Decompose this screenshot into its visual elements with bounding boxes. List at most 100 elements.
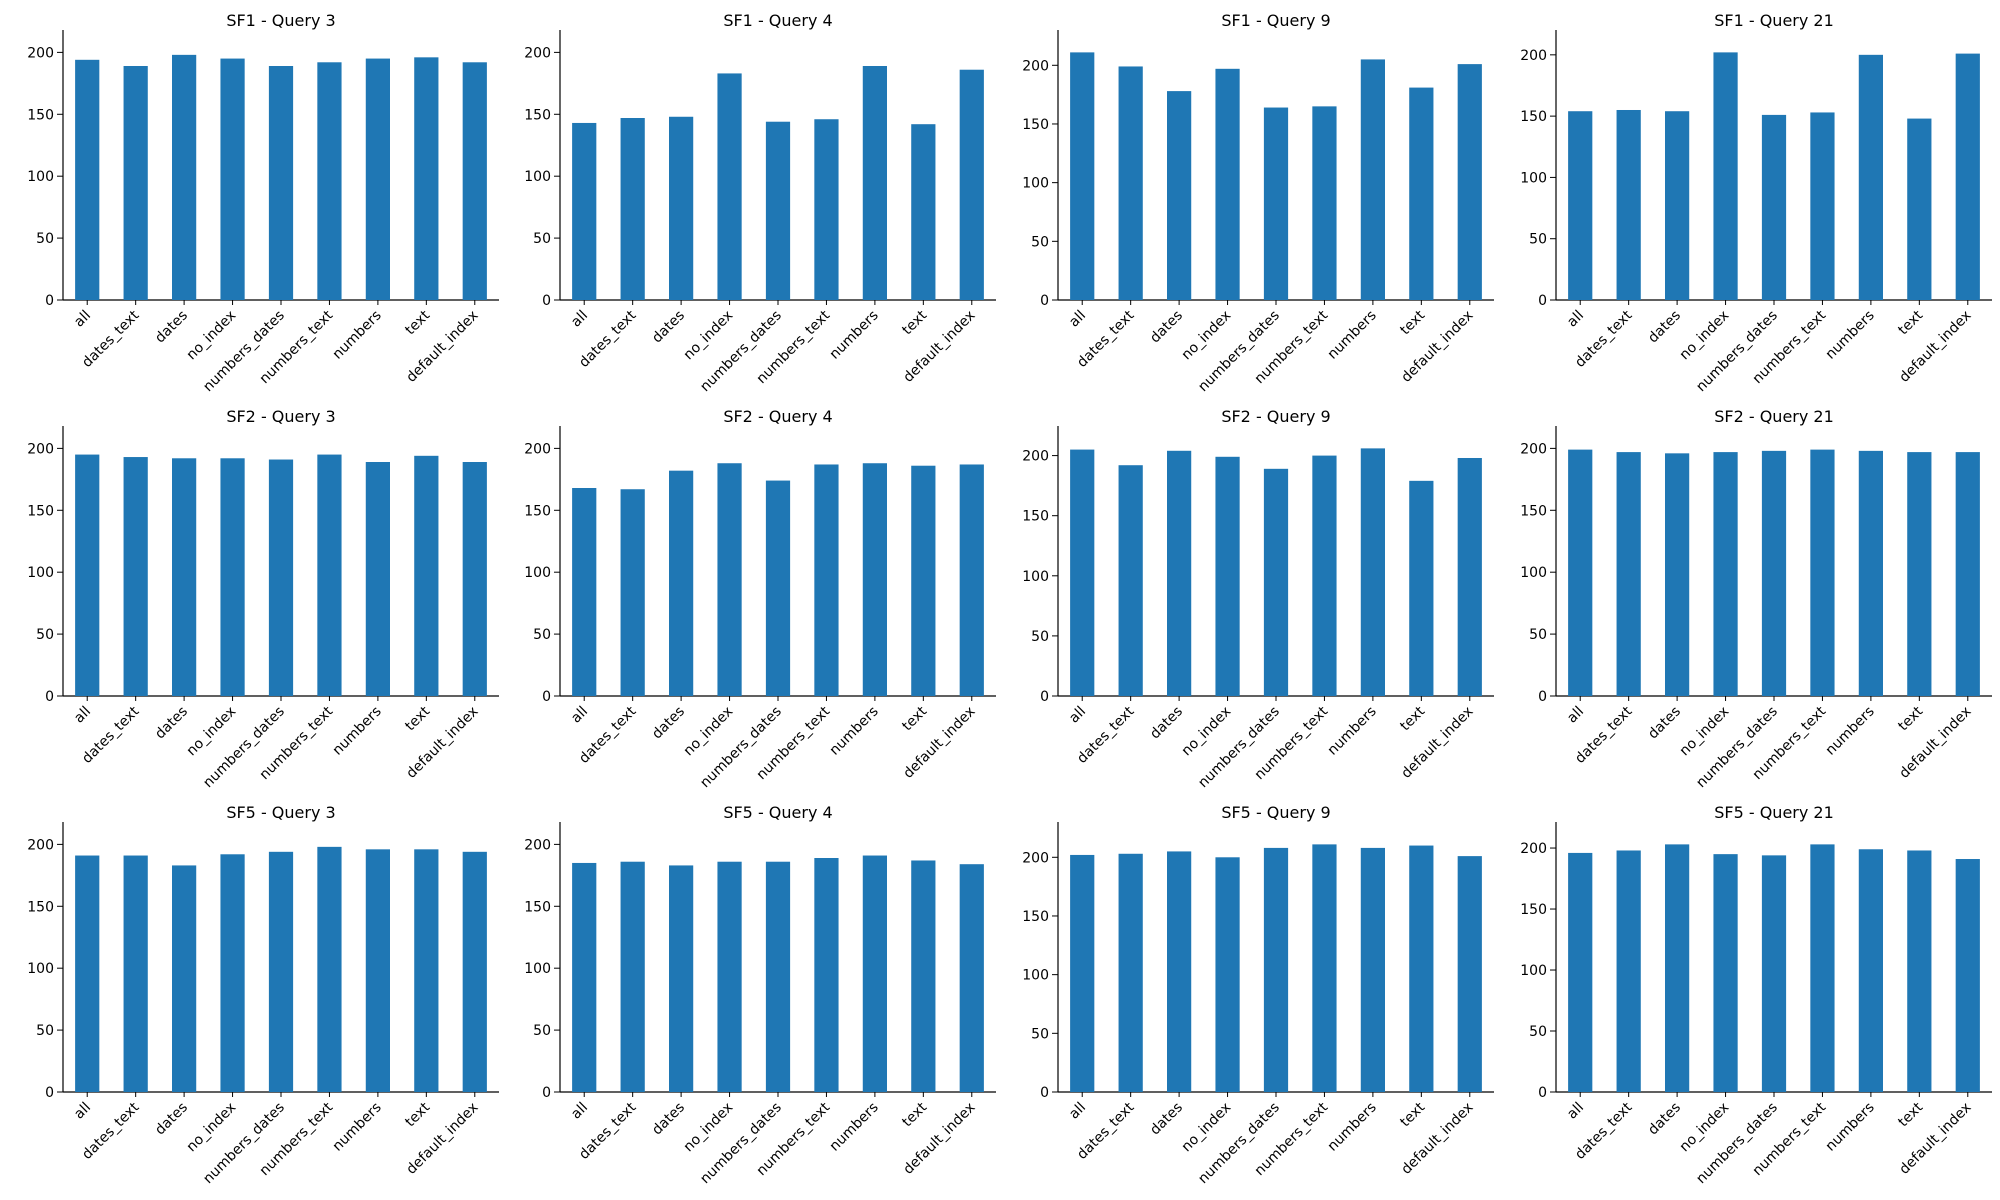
bar-all [572,488,597,696]
y-tick-label: 0 [1538,689,1547,705]
bar-dates [1665,453,1690,696]
x-tick-label: numbers [827,704,882,759]
bar-numbers_dates [1761,114,1787,300]
x-tick-label: all [71,704,94,727]
bar-default_index [462,462,487,696]
bar-numbers [365,58,390,301]
y-tick-label: 0 [1040,689,1049,705]
y-tick-label: 50 [36,1023,54,1039]
y-tick-label: 200 [1520,48,1547,64]
bar-dates [172,54,197,300]
x-tick-label: numbers_dates [1195,704,1283,792]
bar-text [1907,452,1932,696]
x-tick-label: numbers_dates [1195,308,1283,396]
bar-numbers_text [1810,844,1835,1092]
y-tick-label: 200 [1520,841,1547,857]
y-tick-label: 50 [1031,1026,1049,1042]
x-tick-label: numbers_dates [200,704,288,792]
y-tick-label: 150 [1520,503,1547,519]
bar-all [1568,449,1593,696]
y-tick-label: 100 [524,169,551,185]
y-tick-label: 150 [524,899,551,915]
y-tick-label: 200 [27,441,54,457]
y-tick-label: 200 [27,837,54,853]
x-tick-label: text [1397,307,1428,338]
y-tick-label: 50 [1031,629,1049,645]
bar-dates [1665,844,1690,1092]
bar-dates_text [620,489,645,696]
bar-numbers_text [317,62,342,301]
bar-dates_text [1616,452,1641,696]
bar-numbers [1858,849,1883,1092]
bar-numbers_text [1810,449,1835,696]
x-tick-label: text [402,307,433,338]
x-tick-label: numbers_dates [1693,704,1781,792]
bar-numbers_text [317,454,342,696]
subplot-title: SF2 - Query 21 [1714,407,1834,426]
bar-no_index [717,73,742,300]
bar-numbers_text [1312,455,1337,696]
subplot-title: SF5 - Query 3 [226,803,335,822]
bar-numbers [862,855,887,1092]
bar-text [911,860,936,1092]
x-tick-label: text [1895,307,1926,338]
x-tick-label: numbers_dates [697,1100,785,1188]
bar-text [1409,480,1434,696]
x-tick-label: dates [152,704,191,743]
x-tick-label: numbers_dates [200,1100,288,1188]
x-tick-label: numbers [330,308,385,363]
y-tick-label: 0 [1040,293,1049,309]
bar-dates_text [620,861,645,1092]
x-tick-label: all [1066,1100,1089,1123]
x-tick-label: all [568,308,591,331]
x-tick-label: text [899,1099,930,1130]
bar-default_index [959,464,984,696]
bar-text [911,124,936,300]
x-tick-label: text [899,307,930,338]
bar-numbers [1360,59,1385,300]
x-tick-label: numbers_dates [200,308,288,396]
bar-numbers [1858,54,1883,300]
x-tick-label: numbers [1823,704,1878,759]
y-tick-label: 150 [27,899,54,915]
bar-no_index [717,463,742,696]
x-tick-label: numbers_dates [1195,1100,1283,1188]
subplot-title: SF1 - Query 4 [723,11,832,30]
y-tick-label: 100 [1022,176,1049,192]
bar-no_index [220,854,245,1092]
y-tick-label: 50 [533,627,551,643]
x-tick-label: dates [649,308,688,347]
bar-numbers_text [814,464,839,696]
x-tick-label: numbers_dates [1693,308,1781,396]
subplot-title: SF5 - Query 4 [723,803,832,822]
bar-numbers [862,66,887,300]
bar-numbers [365,849,390,1092]
x-tick-label: dates [152,308,191,347]
y-tick-label: 100 [27,961,54,977]
bar-all [572,862,597,1092]
x-tick-label: dates [649,704,688,743]
subplot-title: SF1 - Query 9 [1221,11,1330,30]
bar-no_index [717,861,742,1092]
x-tick-label: numbers [330,1100,385,1155]
bar-numbers_dates [1263,107,1289,300]
x-tick-label: all [568,704,591,727]
x-tick-label: numbers [1823,308,1878,363]
bar-dates [669,865,694,1092]
bar-no_index [220,458,245,696]
bar-dates_text [1118,465,1143,696]
x-tick-label: all [71,308,94,331]
x-tick-label: numbers [1325,1100,1380,1155]
bar-numbers_dates [268,851,294,1092]
bar-numbers_text [1810,112,1835,300]
subplot-title: SF5 - Query 21 [1714,803,1834,822]
bar-text [414,57,439,301]
bar-numbers [1360,847,1385,1092]
y-tick-label: 150 [524,107,551,123]
bar-dates [172,458,197,696]
x-tick-label: dates [1645,1100,1684,1139]
